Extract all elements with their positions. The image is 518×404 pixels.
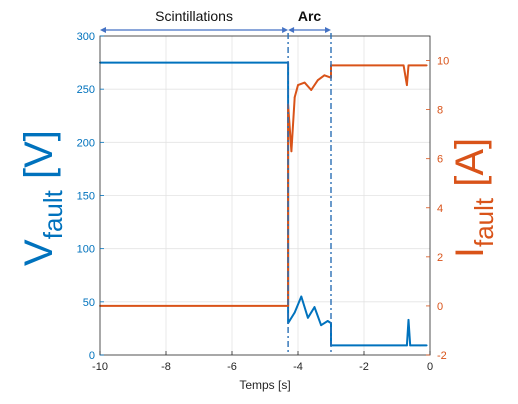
series-point <box>407 319 410 321</box>
y-left-tick-label: 200 <box>77 137 95 149</box>
series-point <box>409 344 412 347</box>
series-point <box>303 81 306 84</box>
y-left-title-main: V <box>17 239 61 266</box>
series-point <box>425 64 428 67</box>
y-right-tick-label: 6 <box>437 154 443 166</box>
y-axis-left-title: Vfault [V] <box>17 130 68 266</box>
x-axis-title: Temps [s] <box>239 378 290 392</box>
series-point <box>290 150 293 153</box>
series-point <box>293 96 296 99</box>
ticks-layer: -10 -8 -6 -4 -2 0 0 50 100 150 200 250 300 -2 0 2 4 6 8 10 <box>77 31 450 373</box>
annotation-arrowhead-right <box>282 27 289 33</box>
x-tick-label: -10 <box>92 361 108 373</box>
series-point <box>307 316 309 319</box>
y-left-title-sub: fault <box>38 189 68 239</box>
y-right-title-sub: fault <box>469 197 499 247</box>
y-left-tick-label: 100 <box>77 244 95 256</box>
series-point <box>313 306 316 308</box>
series-point <box>402 64 405 67</box>
series-point <box>320 324 322 327</box>
y-right-tick-label: -2 <box>437 350 447 362</box>
series-point <box>425 344 428 347</box>
annotation-layer: Scintillations Arc <box>100 8 332 355</box>
series-point <box>419 344 421 347</box>
series-point <box>300 295 303 298</box>
series-point <box>406 84 408 86</box>
y-left-tick-label: 0 <box>89 350 95 362</box>
series-line-voltage <box>100 61 427 347</box>
y-right-tick-label: 8 <box>437 105 443 117</box>
annotation-label: Scintillations <box>155 8 233 24</box>
x-tick-label: -6 <box>227 361 237 373</box>
series-point <box>326 320 329 322</box>
annotation-label: Arc <box>298 8 322 24</box>
annotation-arrowhead-left <box>288 27 295 33</box>
series-point <box>316 79 319 82</box>
y-left-tick-label: 50 <box>83 297 95 309</box>
series-point <box>407 64 410 67</box>
y-left-tick-label: 300 <box>77 31 95 43</box>
series-point <box>310 89 313 91</box>
x-tick-label: -8 <box>161 361 171 373</box>
annotation-arrowhead-left <box>100 27 106 33</box>
series-layer <box>99 61 428 347</box>
y-right-title-unit: [A] <box>448 138 492 198</box>
y-axis-right-title: Ifault [A] <box>448 138 499 258</box>
annotation-arrowhead-right <box>325 27 331 33</box>
y-left-tick-label: 250 <box>77 84 95 96</box>
y-left-title-unit: [V] <box>17 130 61 190</box>
y-right-tick-label: 2 <box>437 252 443 264</box>
series-point <box>293 311 296 314</box>
grid-layer <box>100 36 430 355</box>
svg-text:Ifault [A]: Ifault [A] <box>448 138 499 258</box>
x-tick-label: -4 <box>293 361 303 373</box>
y-right-tick-label: 4 <box>437 203 443 215</box>
series-line-current <box>100 64 427 307</box>
y-right-tick-label: 0 <box>437 301 443 313</box>
series-point <box>323 74 326 77</box>
y-right-tick-label: 10 <box>437 56 449 68</box>
series-point <box>287 305 289 307</box>
svg-text:Vfault [V]: Vfault [V] <box>17 130 68 266</box>
y-left-tick-label: 150 <box>77 191 95 203</box>
y-right-title-main: I <box>448 247 492 258</box>
series-point <box>406 344 408 347</box>
series-point <box>297 84 299 86</box>
x-tick-label: -2 <box>359 361 369 373</box>
x-tick-label: 0 <box>427 361 433 373</box>
